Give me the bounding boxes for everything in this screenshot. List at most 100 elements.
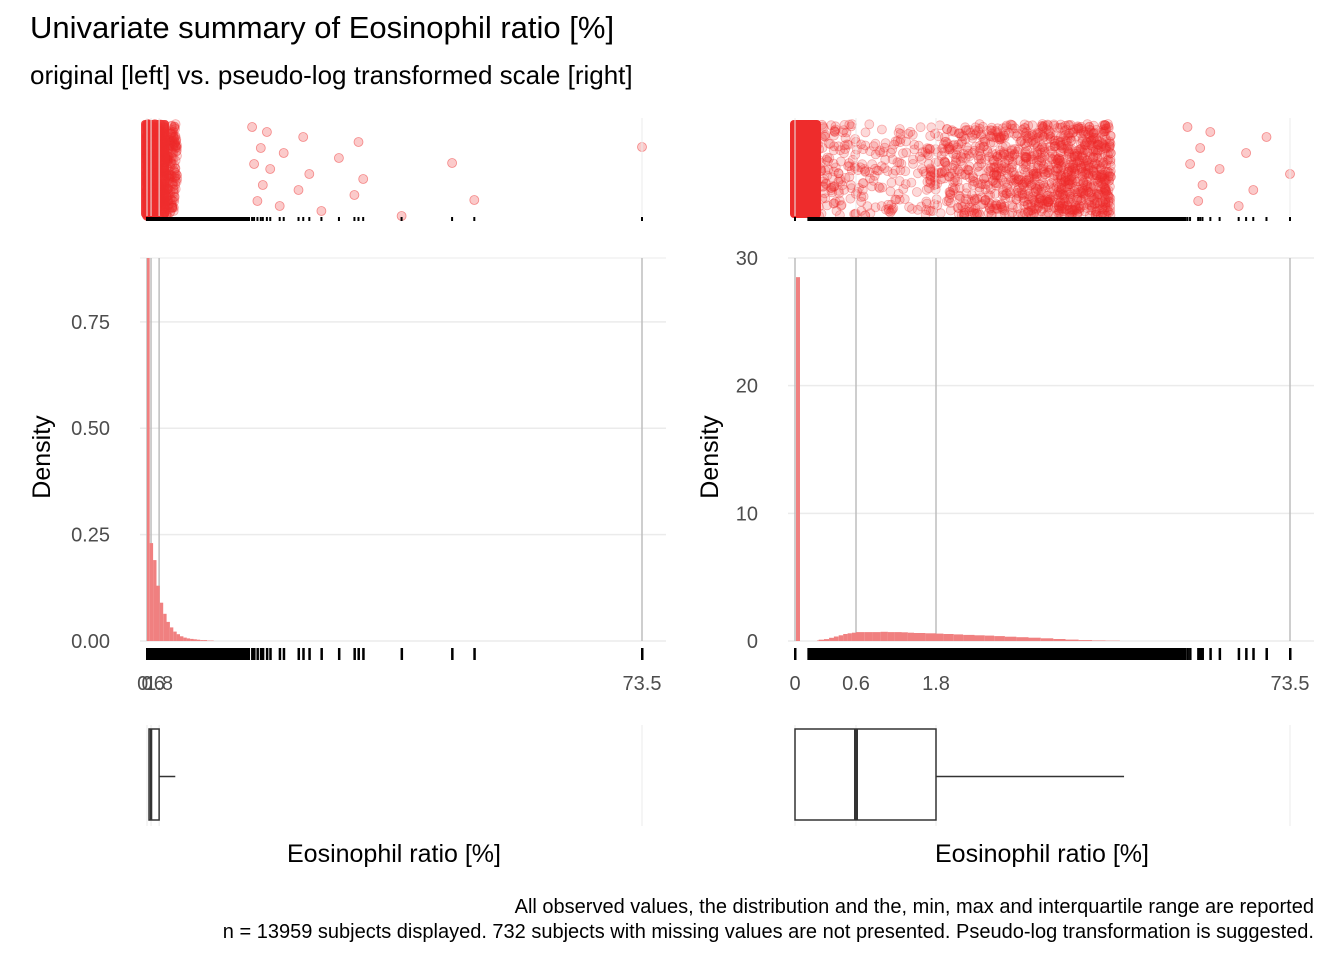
left-rug-tick: [253, 648, 256, 660]
right-point: [825, 138, 836, 149]
right-point: [987, 154, 998, 165]
right-point: [1066, 174, 1077, 185]
right-point: [1076, 195, 1086, 206]
left-outlier-point: [304, 169, 315, 179]
right-point: [1012, 203, 1023, 214]
right-point: [1100, 120, 1111, 131]
right-point: [1100, 183, 1111, 194]
right-point: [1036, 147, 1046, 158]
right-point: [1044, 196, 1054, 207]
right-point: [1085, 125, 1095, 136]
right-point: [953, 139, 964, 150]
right-point: [1055, 197, 1066, 208]
right-point: [1009, 174, 1020, 185]
right-point: [1004, 154, 1014, 165]
right-point: [1032, 183, 1042, 194]
left-outlier-point: [252, 196, 263, 206]
right-point: [839, 120, 850, 130]
right-point: [1059, 204, 1070, 214]
right-point: [1090, 145, 1101, 156]
right-point: [1053, 157, 1063, 168]
right-point: [900, 179, 911, 190]
right-point: [1025, 178, 1035, 188]
right-point: [1038, 132, 1049, 143]
right-histogram-bar: [847, 633, 852, 641]
right-point: [1060, 172, 1071, 183]
right-point: [996, 160, 1007, 171]
right-point: [1021, 127, 1032, 137]
right-point: [1079, 140, 1090, 151]
left-boxplot: [148, 728, 176, 821]
right-point: [880, 154, 891, 165]
right-point: [949, 126, 960, 137]
right-point: [1104, 207, 1115, 218]
left-histogram-bar: [190, 638, 194, 641]
left-point: [171, 134, 182, 145]
right-point: [1027, 205, 1037, 216]
right-point: [991, 198, 1001, 209]
right-point: [1072, 157, 1082, 168]
right-point: [997, 175, 1007, 185]
right-point: [930, 168, 940, 179]
right-point: [1043, 130, 1054, 140]
right-point: [1032, 171, 1042, 182]
left-histogram-bar: [183, 637, 187, 641]
left-outlier-point: [447, 158, 458, 168]
right-point: [908, 154, 918, 165]
right-point: [1070, 152, 1080, 163]
right-point: [1021, 158, 1032, 169]
right-point: [887, 154, 898, 165]
right-point: [924, 174, 935, 185]
right-point: [1056, 184, 1066, 195]
left-point: [169, 191, 180, 202]
right-point: [961, 125, 972, 136]
right-point: [925, 131, 936, 141]
right-point: [981, 172, 992, 183]
right-point: [841, 127, 852, 138]
right-point: [895, 134, 906, 145]
right-point: [999, 130, 1009, 141]
right-point: [1085, 137, 1095, 148]
left-rug-tick: [265, 648, 269, 660]
right-point: [961, 182, 972, 193]
right-point: [1070, 161, 1080, 172]
right-point: [1050, 166, 1061, 177]
right-point: [1019, 177, 1030, 188]
right-point: [973, 150, 984, 161]
right-point: [906, 177, 917, 188]
right-point: [1049, 197, 1060, 208]
right-point: [1021, 131, 1032, 141]
right-point: [1034, 193, 1044, 204]
right-point: [974, 182, 985, 193]
right-point: [1086, 135, 1097, 146]
right-point: [991, 125, 1002, 136]
right-point: [1036, 187, 1047, 198]
left-top-rug-tick: [256, 217, 259, 221]
right-point: [886, 177, 897, 188]
right-point: [1064, 189, 1075, 200]
right-point: [991, 171, 1002, 182]
right-histogram-bar: [984, 635, 995, 641]
right-y-tick-label: 20: [736, 376, 758, 398]
right-point: [947, 182, 958, 193]
right-point: [1104, 147, 1114, 158]
right-point: [1075, 160, 1086, 171]
right-point: [941, 136, 951, 147]
right-point: [1105, 156, 1116, 167]
right-point: [1104, 140, 1115, 151]
right-rug-tick: [1252, 648, 1255, 660]
right-point: [970, 125, 980, 136]
left-box-iqr: [148, 728, 160, 821]
right-point: [1044, 179, 1054, 190]
right-point: [1055, 119, 1066, 130]
right-point: [924, 159, 934, 169]
right-point: [850, 161, 860, 172]
right-point: [1076, 167, 1087, 178]
right-point: [1048, 203, 1059, 214]
right-point: [1094, 200, 1105, 211]
left-histogram-bar: [173, 631, 177, 641]
right-point: [1032, 133, 1043, 143]
right-point: [1088, 152, 1099, 163]
right-point: [998, 147, 1009, 158]
left-point: [169, 121, 180, 132]
